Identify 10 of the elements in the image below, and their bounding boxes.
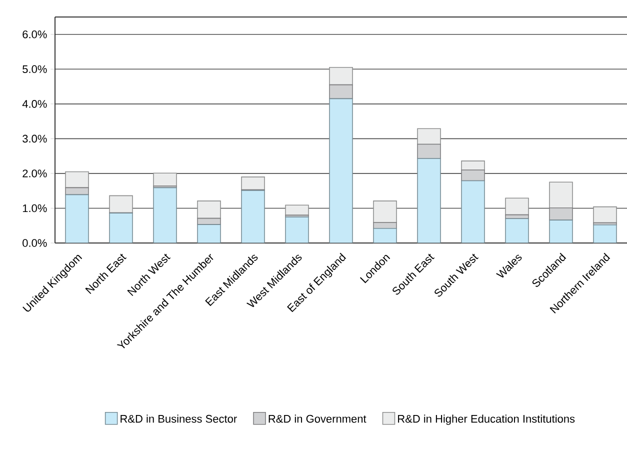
y-tick-label: 0.0% <box>22 239 47 247</box>
legend-label: R&D in Government <box>268 414 366 423</box>
legend-label: R&D in Higher Education Institutions <box>398 414 575 425</box>
y-tick-label: 3.0% <box>22 134 47 143</box>
y-tick-label: 2.0% <box>22 170 47 178</box>
legend-label: R&D in Business Sector <box>120 414 237 423</box>
y-tick-label: 1.0% <box>22 204 47 212</box>
y-tick-label: 4.0% <box>22 100 47 108</box>
y-tick-label: 6.0% <box>22 30 47 38</box>
y-tick-label: 5.0% <box>22 65 47 74</box>
